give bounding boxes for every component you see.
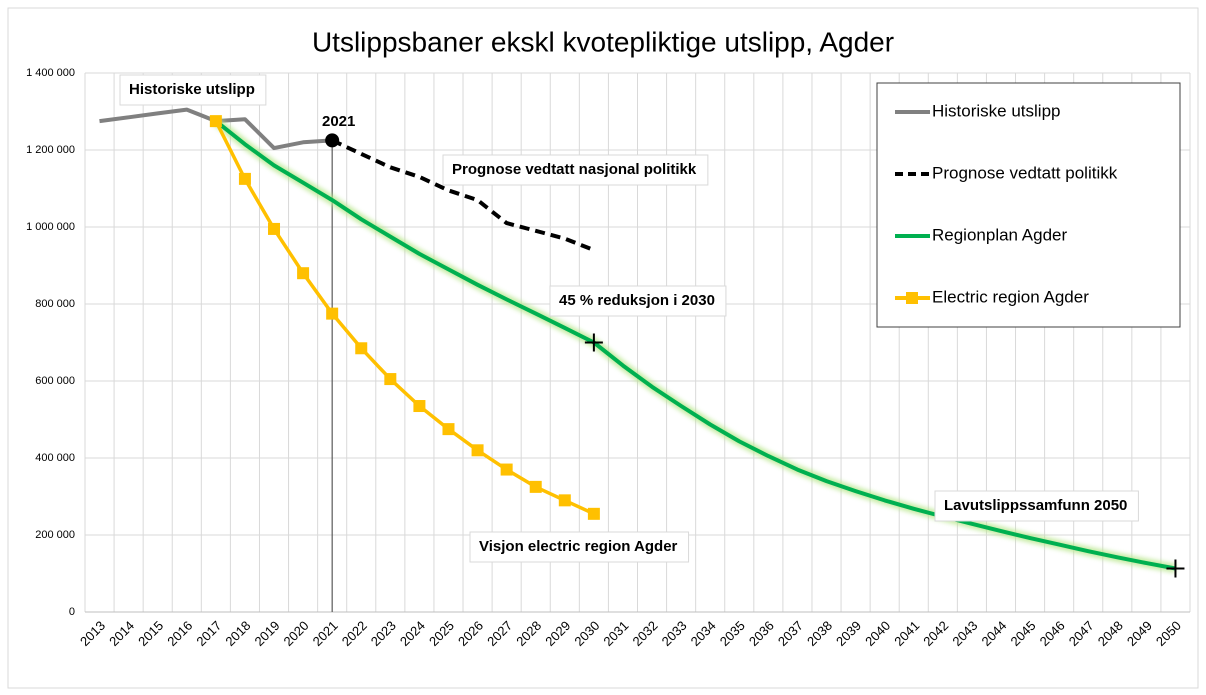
annotation: Historiske utslipp bbox=[129, 81, 255, 98]
point-marker bbox=[209, 115, 222, 128]
chart-title: Utslippsbaner ekskl kvotepliktige utslip… bbox=[312, 26, 894, 57]
y-tick-label: 400 000 bbox=[35, 452, 75, 464]
point-2021 bbox=[325, 133, 340, 148]
point-marker bbox=[268, 222, 281, 235]
legend-marker bbox=[906, 292, 918, 304]
point-marker bbox=[471, 444, 484, 457]
y-tick-label: 800 000 bbox=[35, 298, 75, 310]
annotation: Visjon electric region Agder bbox=[479, 538, 678, 555]
series-line bbox=[331, 138, 595, 252]
legend-box bbox=[876, 82, 1181, 328]
annotation: Lavutslippssamfunn 2050 bbox=[944, 497, 1127, 514]
series-line bbox=[214, 119, 1176, 571]
annotation: Prognose vedtatt nasjonal politikk bbox=[452, 161, 697, 178]
point-marker bbox=[587, 507, 600, 520]
legend-label: Regionplan Agder bbox=[932, 225, 1068, 244]
point-marker bbox=[384, 373, 397, 386]
y-tick-label: 1 000 000 bbox=[26, 221, 75, 233]
y-tick-label: 600 000 bbox=[35, 375, 75, 387]
annotation-box bbox=[442, 154, 709, 186]
plus-marker bbox=[584, 333, 603, 352]
annotation-box bbox=[934, 490, 1139, 522]
legend-label: Prognose vedtatt politikk bbox=[932, 163, 1118, 182]
y-tick-label: 200 000 bbox=[35, 529, 75, 541]
y-tick-label: 1 200 000 bbox=[26, 144, 75, 156]
point-marker bbox=[500, 463, 513, 476]
point-marker bbox=[558, 494, 571, 507]
legend-label: Historiske utslipp bbox=[932, 101, 1061, 120]
point-marker bbox=[238, 172, 251, 185]
point-marker bbox=[413, 400, 426, 413]
annotation-box bbox=[469, 531, 690, 563]
point-marker bbox=[442, 423, 455, 436]
annotation: 45 % reduksjon i 2030 bbox=[559, 292, 715, 309]
annotation: 2021 bbox=[322, 113, 355, 130]
plus-marker bbox=[1166, 559, 1185, 578]
point-marker bbox=[297, 267, 310, 280]
legend-label: Electric region Agder bbox=[932, 287, 1089, 306]
y-tick-label: 0 bbox=[69, 606, 75, 618]
point-marker bbox=[355, 342, 368, 355]
point-marker bbox=[326, 307, 339, 320]
annotation-box bbox=[119, 74, 267, 106]
annotation-box bbox=[549, 285, 727, 317]
y-tick-label: 1 400 000 bbox=[26, 67, 75, 79]
point-marker bbox=[529, 480, 542, 493]
